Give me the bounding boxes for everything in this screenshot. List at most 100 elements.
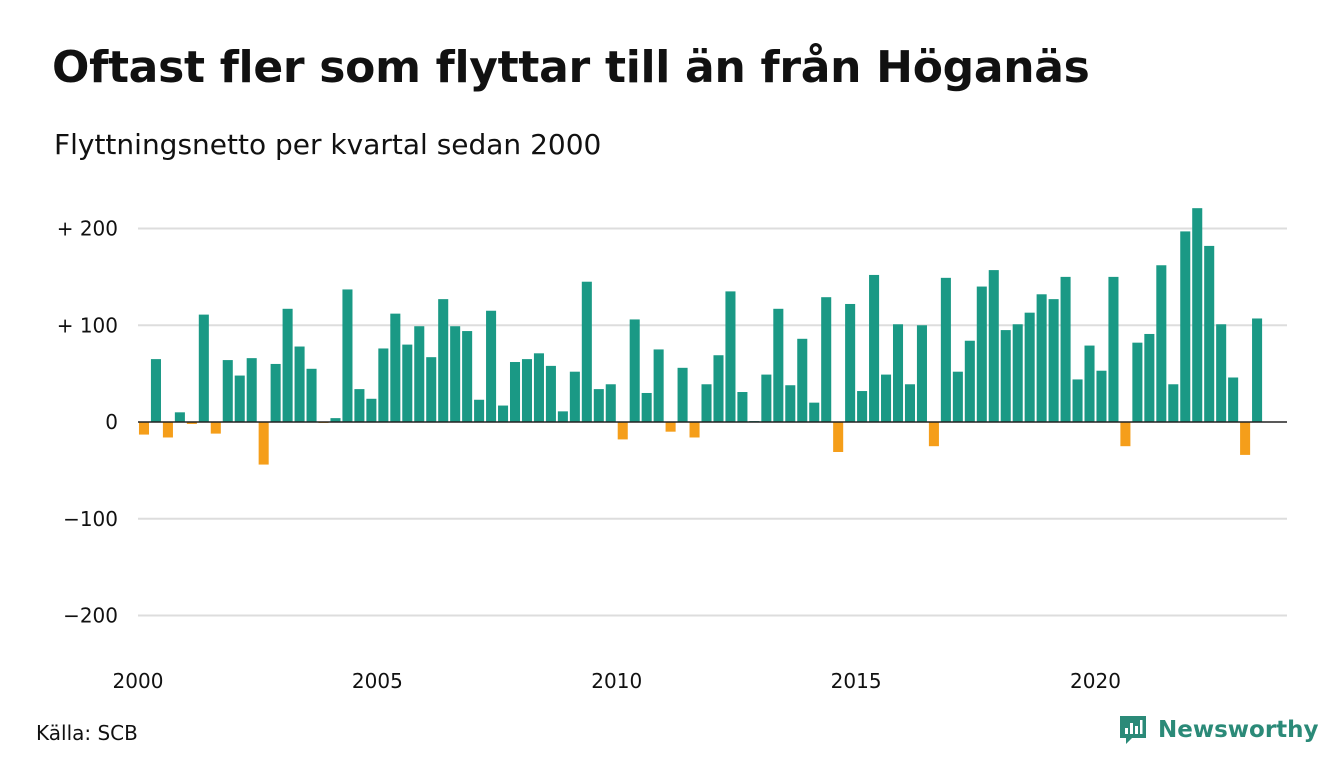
bar — [713, 355, 724, 422]
bar — [330, 418, 341, 422]
bar — [653, 349, 664, 422]
bar — [1180, 231, 1191, 422]
bar — [210, 422, 221, 434]
bar — [677, 367, 688, 422]
bar — [785, 385, 796, 423]
bar — [928, 422, 939, 447]
bar — [390, 313, 401, 422]
bar — [689, 422, 700, 438]
bar — [474, 399, 485, 422]
bar — [833, 422, 844, 452]
y-axis-labels: + 200 + 100 0 −100 −200 — [57, 217, 118, 628]
bar — [569, 371, 580, 422]
bar — [342, 289, 353, 422]
bar — [450, 326, 461, 422]
bar — [533, 353, 544, 422]
bar — [1216, 324, 1227, 422]
bar — [761, 374, 772, 422]
bar — [438, 299, 449, 422]
bar — [282, 308, 293, 422]
brand: Newsworthy — [1118, 714, 1319, 746]
bar — [306, 368, 317, 422]
bar — [605, 384, 616, 422]
chart-subtitle: Flyttningsnetto per kvartal sedan 2000 — [54, 128, 602, 161]
bar — [964, 340, 975, 422]
bar — [641, 392, 652, 423]
bar — [198, 314, 209, 422]
bar — [557, 411, 568, 422]
bar — [545, 365, 556, 422]
bar — [426, 357, 437, 422]
bar — [186, 422, 197, 424]
bar — [1144, 333, 1155, 422]
bar — [869, 274, 880, 422]
bar — [1192, 208, 1203, 422]
bar — [1072, 379, 1083, 422]
bar — [1000, 330, 1011, 422]
bar — [857, 391, 868, 422]
y-tick-label: 0 — [105, 410, 118, 434]
bar — [1084, 345, 1095, 422]
bar — [138, 422, 150, 435]
bar — [414, 326, 425, 422]
bar — [988, 270, 999, 422]
bar — [1108, 276, 1119, 423]
bar — [162, 422, 173, 438]
chart-title: Oftast fler som flyttar till än från Hög… — [52, 42, 1090, 93]
y-tick-label: −200 — [63, 604, 118, 628]
bar — [701, 384, 712, 422]
brand-name: Newsworthy — [1158, 717, 1319, 743]
bar — [366, 398, 377, 422]
bar — [246, 358, 257, 422]
bar — [150, 359, 161, 422]
bar — [498, 405, 509, 422]
bar — [521, 359, 533, 422]
gridlines — [138, 227, 1287, 617]
bar — [234, 375, 245, 422]
bar — [222, 360, 233, 422]
bar — [1132, 342, 1143, 422]
bar — [1060, 276, 1071, 423]
bar — [1096, 370, 1107, 422]
bar — [940, 277, 951, 422]
bar — [1120, 422, 1131, 447]
x-tick-label: 2020 — [1070, 669, 1121, 693]
bar — [952, 371, 963, 422]
bar — [1240, 422, 1251, 455]
x-tick-label: 2015 — [831, 669, 882, 693]
bar — [486, 310, 497, 422]
bar — [462, 331, 473, 423]
bar — [916, 325, 927, 422]
bar — [1204, 245, 1215, 422]
bar — [258, 422, 269, 465]
y-tick-label: + 200 — [57, 217, 118, 241]
bar — [402, 344, 413, 422]
bar — [629, 319, 640, 422]
newsworthy-logo-icon — [1120, 716, 1146, 744]
bar — [593, 389, 604, 423]
bar — [1048, 299, 1059, 422]
x-axis-labels: 2000 2005 2010 2015 2020 — [113, 669, 1121, 693]
bar — [1036, 294, 1047, 422]
bar — [809, 402, 820, 422]
y-tick-label: −100 — [63, 507, 118, 531]
bar — [509, 362, 521, 422]
bar — [1252, 318, 1263, 422]
bar — [737, 392, 748, 422]
bar — [797, 338, 808, 422]
bar — [617, 422, 628, 440]
x-tick-label: 2010 — [591, 669, 642, 693]
bar — [1228, 377, 1239, 423]
bar — [881, 374, 892, 422]
y-tick-label: + 100 — [57, 313, 118, 337]
bar — [581, 281, 592, 422]
bar — [1012, 324, 1023, 422]
bar — [821, 297, 832, 422]
bar — [174, 412, 185, 422]
bar — [773, 308, 784, 422]
source-label: Källa: SCB — [36, 721, 138, 745]
bar — [904, 384, 916, 422]
bar — [1168, 384, 1179, 422]
bar — [270, 363, 281, 422]
bar — [725, 291, 736, 422]
